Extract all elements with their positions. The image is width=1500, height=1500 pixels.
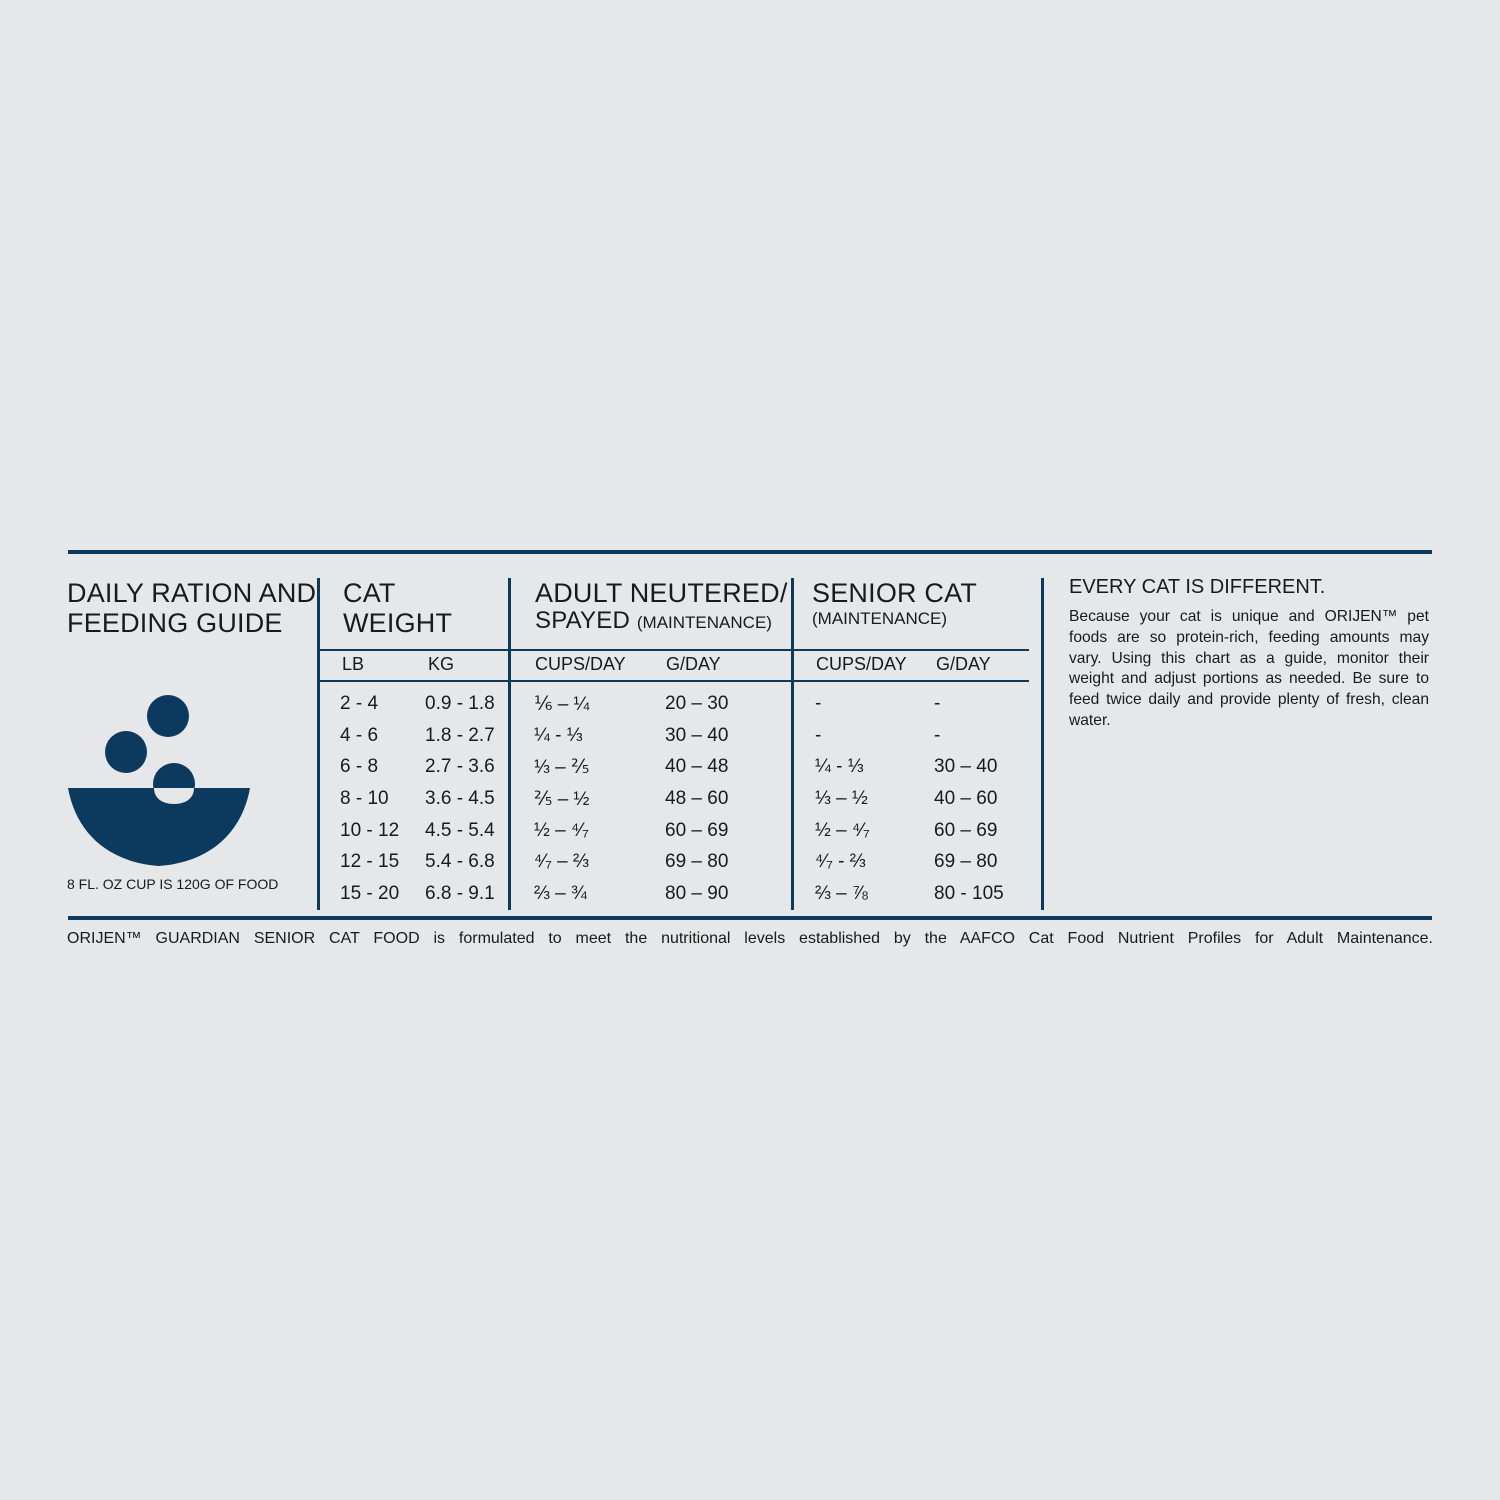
cell-adult-g: 48 – 60 [665,788,729,809]
divider-weight [317,578,320,910]
cell-senior-cups: ⁴⁄₇ - ⅔ [815,851,866,872]
note-body: Because your cat is unique and ORIJEN™ p… [1069,608,1429,729]
subheader-top-line [319,649,1029,651]
cell-lb: 6 - 8 [340,756,379,777]
cell-senior-cups: ¼ - ⅓ [815,756,864,777]
bottom-rule [68,916,1432,920]
guide-title-line1: DAILY RATION AND [67,578,317,608]
header-senior-g: G/DAY [936,654,991,674]
cell-kg: 2.7 - 3.6 [425,756,495,777]
adult-column-title: ADULT NEUTERED/ SPAYED (MAINTENANCE) [535,578,788,636]
divider-senior [791,578,794,910]
header-senior-cups: CUPS/DAY [816,654,907,674]
cell-senior-g: 80 - 105 [934,883,1004,904]
weight-title-line1: CAT [343,578,396,608]
cell-adult-cups: ½ – ⁴⁄₇ [534,820,589,841]
cell-senior-g: 30 – 40 [934,756,998,777]
cell-senior-cups: - [815,693,822,714]
cell-senior-g: 60 – 69 [934,820,998,841]
cell-senior-cups: ⅓ – ½ [815,788,868,809]
cell-adult-g: 69 – 80 [665,851,729,872]
cell-kg: 0.9 - 1.8 [425,693,495,714]
cell-senior-g: - [934,693,941,714]
cell-senior-cups: ⅔ – ⅞ [815,883,868,904]
cell-lb: 2 - 4 [340,693,379,714]
senior-column-title: SENIOR CAT (MAINTENANCE) [812,578,977,630]
bowl-with-kibble-icon [68,695,250,866]
top-rule [68,550,1432,554]
header-kg: KG [428,654,455,674]
cell-kg: 6.8 - 9.1 [425,883,495,904]
note-title: EVERY CAT IS DIFFERENT. [1069,576,1326,598]
cell-senior-g: - [934,725,941,746]
cell-kg: 5.4 - 6.8 [425,851,495,872]
cell-kg: 3.6 - 4.5 [425,788,495,809]
cell-adult-cups: ⅙ – ¼ [534,694,590,715]
cell-senior-cups: - [815,725,822,746]
cell-adult-cups: ⁴⁄₇ – ⅔ [534,851,589,872]
cell-adult-g: 40 – 48 [665,756,729,777]
cell-lb: 4 - 6 [340,725,379,746]
weight-column-title: CAT WEIGHT [343,578,452,638]
footer-statement: ORIJEN™ GUARDIAN SENIOR CAT FOOD is form… [67,930,1433,947]
cell-lb: 12 - 15 [340,851,400,872]
cell-adult-cups: ¼ - ⅓ [534,725,583,746]
cell-adult-g: 60 – 69 [665,820,729,841]
header-adult-g: G/DAY [666,654,721,674]
senior-title-maintenance: (MAINTENANCE) [812,609,948,628]
cell-adult-g: 80 – 90 [665,883,729,904]
cell-senior-g: 40 – 60 [934,788,998,809]
guide-title-line2: FEEDING GUIDE [67,608,283,638]
subheader-bottom-line [319,680,1029,682]
cell-lb: 15 - 20 [340,883,400,904]
cell-adult-cups: ⅓ – ⅖ [534,757,590,778]
cell-senior-g: 69 – 80 [934,851,998,872]
guide-title: DAILY RATION AND FEEDING GUIDE [67,578,316,638]
weight-title-line2: WEIGHT [343,608,453,638]
adult-title-maintenance: (MAINTENANCE) [636,613,772,632]
cell-adult-g: 20 – 30 [665,693,729,714]
cell-lb: 8 - 10 [340,788,389,809]
cell-adult-g: 30 – 40 [665,725,729,746]
cell-kg: 1.8 - 2.7 [425,725,495,746]
cell-lb: 10 - 12 [340,820,400,841]
cell-senior-cups: ½ – ⁴⁄₇ [815,820,870,841]
cell-adult-cups: ⅔ – ¾ [534,883,587,904]
adult-title-line2: SPAYED [535,607,631,634]
header-lb: LB [342,654,365,674]
cell-adult-cups: ⅖ – ½ [534,789,590,810]
cup-note: 8 FL. OZ CUP IS 120G OF FOOD [67,876,279,892]
cell-kg: 4.5 - 5.4 [425,820,495,841]
divider-adult [508,578,511,910]
divider-note [1041,578,1044,910]
header-adult-cups: CUPS/DAY [535,654,626,674]
senior-title-line1: SENIOR CAT [812,578,978,608]
adult-title-line1: ADULT NEUTERED/ [535,578,788,608]
